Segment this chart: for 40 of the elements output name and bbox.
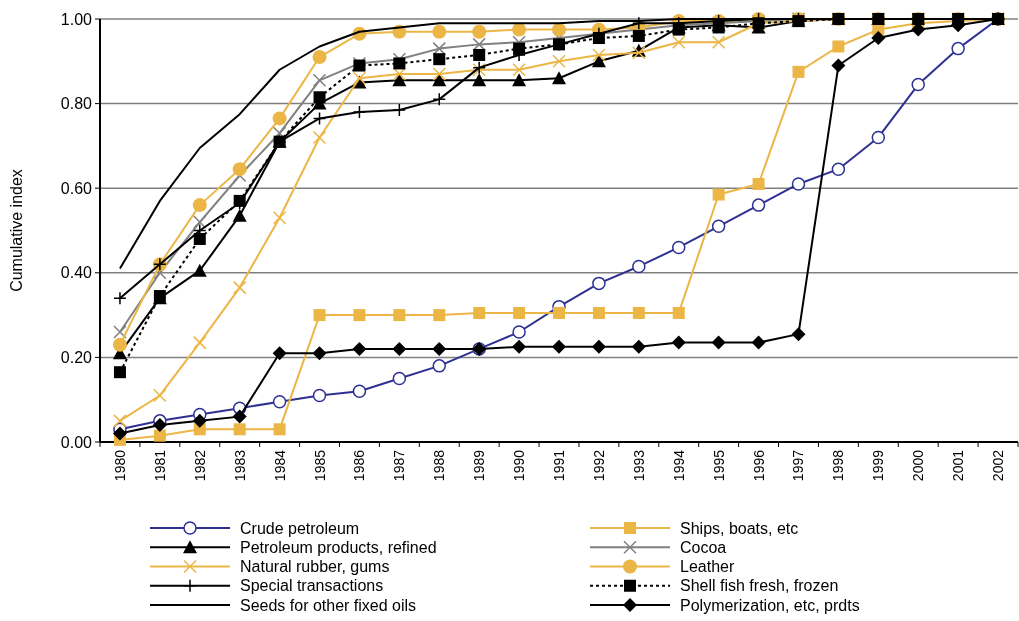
x-tick-label: 2000 (910, 449, 927, 482)
x-tick-label: 1983 (231, 449, 248, 482)
y-axis-title: Cumulative index (8, 169, 25, 292)
legend-label: Leather (680, 558, 735, 576)
x-tick-label: 1996 (750, 449, 767, 482)
legend-label: Shell fish fresh, frozen (680, 577, 839, 595)
x-tick-label: 1992 (590, 449, 607, 482)
y-tick-label: 0.40 (60, 264, 93, 282)
legend-label: Seeds for other fixed oils (240, 596, 417, 614)
x-tick-label: 1990 (511, 449, 528, 482)
x-tick-label: 1985 (311, 449, 328, 482)
x-tick-label: 1984 (271, 449, 288, 482)
legend-label: Cocoa (680, 538, 727, 556)
x-tick-label: 1994 (670, 449, 687, 482)
x-tick-label: 1993 (630, 449, 647, 482)
x-tick-label: 1995 (710, 449, 727, 482)
y-tick-label: 0.20 (60, 349, 93, 366)
y-tick-label: 1.00 (60, 10, 93, 28)
y-tick-label: 0.00 (60, 433, 93, 451)
x-tick-label: 1999 (870, 449, 887, 482)
x-tick-label: 2001 (950, 449, 967, 482)
x-tick-label: 2002 (990, 449, 1007, 482)
x-tick-label: 1980 (111, 449, 128, 482)
x-tick-label: 1988 (431, 449, 448, 482)
legend-label: Crude petroleum (240, 519, 360, 537)
x-tick-label: 1982 (191, 449, 208, 482)
legend-label: Ships, boats, etc (680, 519, 799, 537)
x-tick-label: 1987 (391, 449, 408, 482)
legend-label: Natural rubber, gums (240, 558, 390, 576)
y-tick-label: 0.60 (60, 179, 93, 197)
y-tick-label: 0.80 (60, 95, 93, 113)
legend-label: Polymerization, etc, prdts (680, 596, 860, 614)
x-tick-label: 1991 (551, 449, 567, 482)
legend-label: Special transactions (240, 577, 384, 595)
legend-label: Petroleum products, refined (240, 538, 437, 556)
x-tick-label: 1989 (471, 449, 488, 482)
x-tick-label: 1981 (151, 449, 168, 482)
x-tick-label: 1986 (351, 449, 368, 482)
x-tick-label: 1998 (830, 449, 847, 482)
x-tick-label: 1997 (790, 449, 807, 482)
